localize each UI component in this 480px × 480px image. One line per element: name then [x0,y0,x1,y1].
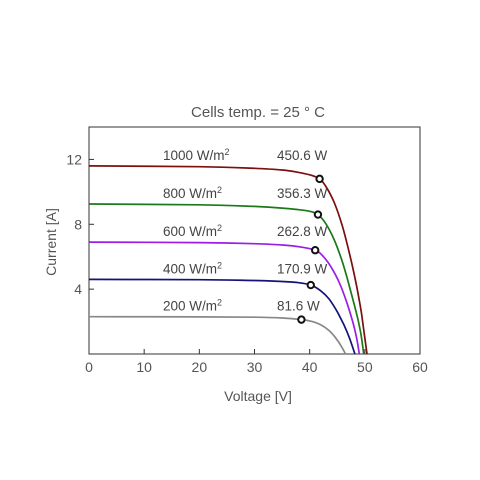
series-irradiance-unit-sup: 2 [217,298,222,308]
series-power-label: 450.6 W [277,148,328,163]
y-tick-label: 4 [74,281,82,297]
series-power-label: 81.6 W [277,299,320,314]
series-4: 400 W/m2 170.9 W [88,260,356,355]
y-tick-label: 12 [66,151,82,167]
series-name-label: 600 W/m2 [163,223,222,239]
series-irradiance-unit-sup: 2 [217,223,222,233]
series-power-label: 262.8 W [277,224,328,239]
axis-ticks: 0 10 20 30 40 50 60 4 8 12 [66,151,428,375]
series-irradiance: 1000 W/m [163,148,225,163]
series-name-label: 200 W/m2 [163,298,222,314]
series-3: 600 W/m2 262.8 W [88,223,361,355]
series-irradiance: 200 W/m [163,299,217,314]
x-axis-label: Voltage [V] [224,388,292,404]
chart-title: Cells temp. = 25 ° C [191,104,325,121]
mpp-point [297,315,306,324]
mpp-point [313,210,323,219]
plot-frame [88,126,421,355]
x-tick-label: 50 [357,359,373,375]
series-irradiance-unit-sup: 2 [217,185,222,195]
series-name-label: 400 W/m2 [163,260,222,276]
series-name-label: 800 W/m2 [163,185,222,201]
mpp-point [310,246,320,255]
series-2: 800 W/m2 356.3 W [88,185,365,355]
x-tick-label: 60 [412,359,428,375]
series-5: 200 W/m2 81.6 W [88,298,347,355]
series-1: 1000 W/m2 450.6 W [88,147,368,355]
x-tick-label: 30 [247,359,263,375]
series-irradiance: 800 W/m [163,186,217,201]
series-line [88,165,368,355]
series-power-label: 356.3 W [277,186,328,201]
series-irradiance-unit-sup: 2 [217,260,222,270]
y-axis-label: Current [A] [43,208,59,276]
mpp-point [306,280,315,290]
series-line [88,315,347,355]
series-irradiance: 400 W/m [163,261,217,276]
x-tick-label: 10 [136,359,152,375]
series-name-label: 1000 W/m2 [163,147,230,163]
series-irradiance: 600 W/m [163,224,217,239]
mpp-point [315,174,324,184]
series-line [88,241,361,355]
y-tick-label: 8 [74,216,82,232]
x-tick-label: 20 [192,359,208,375]
series-power-label: 170.9 W [277,261,328,276]
x-tick-label: 0 [85,359,93,375]
series-irradiance-unit-sup: 2 [225,147,230,157]
x-tick-label: 40 [302,359,318,375]
